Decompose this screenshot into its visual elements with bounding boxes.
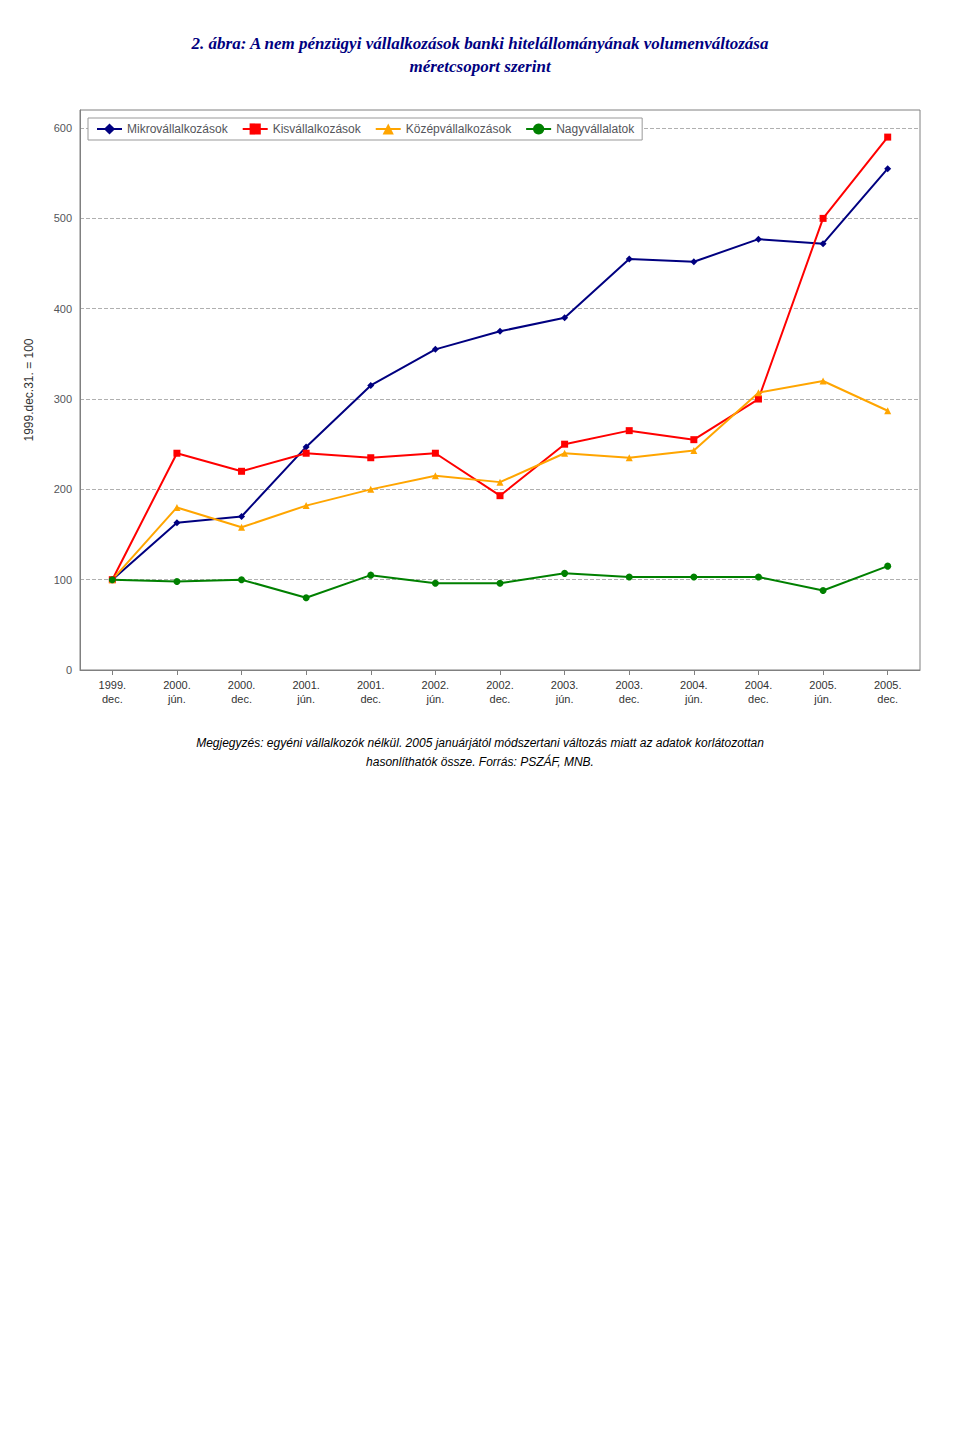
svg-text:dec.: dec. [748,693,769,705]
svg-text:100: 100 [54,574,72,586]
svg-text:2005.: 2005. [809,679,837,691]
svg-text:2004.: 2004. [680,679,708,691]
svg-text:2004.: 2004. [745,679,773,691]
svg-text:2002.: 2002. [422,679,450,691]
svg-text:dec.: dec. [231,693,252,705]
svg-text:Kisvállalkozások: Kisvállalkozások [273,122,362,136]
svg-text:jún.: jún. [296,693,315,705]
svg-text:2001.: 2001. [292,679,320,691]
svg-text:1999.dec.31. = 100: 1999.dec.31. = 100 [22,338,36,441]
svg-text:dec.: dec. [102,693,123,705]
svg-text:jún.: jún. [426,693,445,705]
svg-text:méretcsoport szerint: méretcsoport szerint [409,57,551,76]
svg-text:jún.: jún. [167,693,186,705]
svg-text:Középvállalkozások: Középvállalkozások [406,122,512,136]
svg-text:dec.: dec. [619,693,640,705]
svg-text:2005.: 2005. [874,679,902,691]
svg-text:2003.: 2003. [615,679,643,691]
svg-text:2003.: 2003. [551,679,579,691]
svg-text:300: 300 [54,393,72,405]
svg-text:dec.: dec. [360,693,381,705]
svg-text:0: 0 [66,664,72,676]
svg-text:600: 600 [54,122,72,134]
svg-text:Megjegyzés: egyéni vállalkozók: Megjegyzés: egyéni vállalkozók nélkül. 2… [196,736,764,750]
svg-text:2001.: 2001. [357,679,385,691]
svg-text:2000.: 2000. [163,679,191,691]
svg-text:Nagyvállalatok: Nagyvállalatok [556,122,635,136]
svg-text:500: 500 [54,212,72,224]
svg-text:dec.: dec. [877,693,898,705]
svg-text:2. ábra: A nem pénzügyi vállal: 2. ábra: A nem pénzügyi vállalkozások ba… [191,34,769,53]
svg-text:400: 400 [54,303,72,315]
svg-text:jún.: jún. [813,693,832,705]
svg-text:jún.: jún. [555,693,574,705]
svg-text:1999.: 1999. [99,679,127,691]
svg-text:2002.: 2002. [486,679,514,691]
svg-text:jún.: jún. [684,693,703,705]
svg-text:2000.: 2000. [228,679,256,691]
svg-text:dec.: dec. [490,693,511,705]
svg-text:Mikrovállalkozások: Mikrovállalkozások [127,122,229,136]
svg-text:200: 200 [54,483,72,495]
svg-text:hasonlíthatók össze. Forrás: P: hasonlíthatók össze. Forrás: PSZÁF, MNB. [366,754,594,769]
